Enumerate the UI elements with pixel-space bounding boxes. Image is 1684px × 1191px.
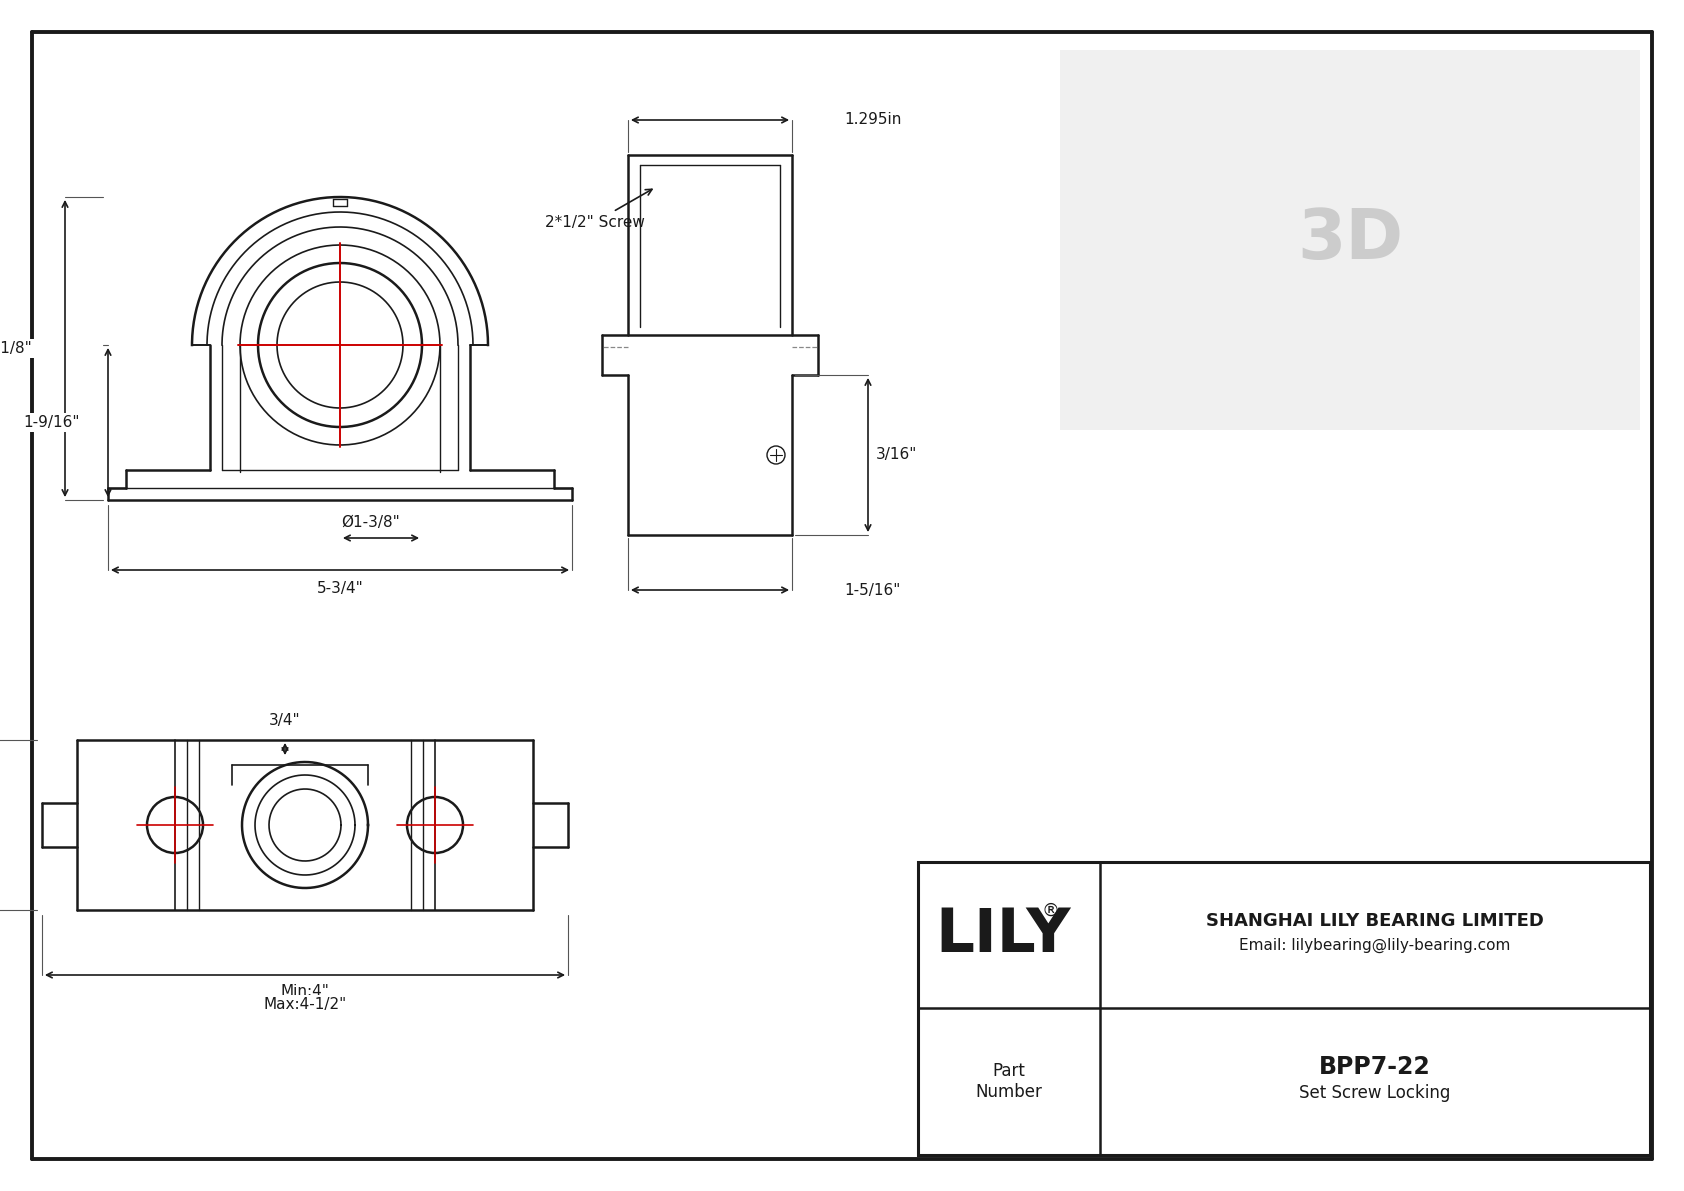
Text: ®: ®: [1042, 902, 1059, 919]
Text: 5-3/4": 5-3/4": [317, 580, 364, 596]
Text: 1.295in: 1.295in: [844, 112, 901, 127]
Text: LILY: LILY: [935, 905, 1071, 965]
Text: Part
Number: Part Number: [975, 1062, 1042, 1100]
Text: Set Screw Locking: Set Screw Locking: [1300, 1085, 1450, 1103]
Text: 1-5/16": 1-5/16": [844, 582, 901, 598]
Text: 1-9/16": 1-9/16": [24, 414, 81, 430]
Bar: [918, 862, 1650, 1155]
Text: Ø1-3/8": Ø1-3/8": [342, 515, 401, 530]
Text: Email: lilybearing@lily-bearing.com: Email: lilybearing@lily-bearing.com: [1239, 937, 1511, 953]
Text: 2*1/2" Screw: 2*1/2" Screw: [546, 189, 652, 230]
Text: SHANGHAI LILY BEARING LIMITED: SHANGHAI LILY BEARING LIMITED: [1206, 912, 1544, 930]
Text: BPP7-22: BPP7-22: [1319, 1055, 1431, 1079]
Bar: [1059, 50, 1640, 430]
Text: 3D: 3D: [1297, 206, 1403, 274]
Text: 3/16": 3/16": [876, 448, 918, 462]
Text: 3/4": 3/4": [269, 712, 301, 728]
Text: 3-1/8": 3-1/8": [0, 341, 34, 356]
Text: Max:4-1/2": Max:4-1/2": [263, 998, 347, 1012]
Text: Min:4": Min:4": [281, 984, 330, 998]
